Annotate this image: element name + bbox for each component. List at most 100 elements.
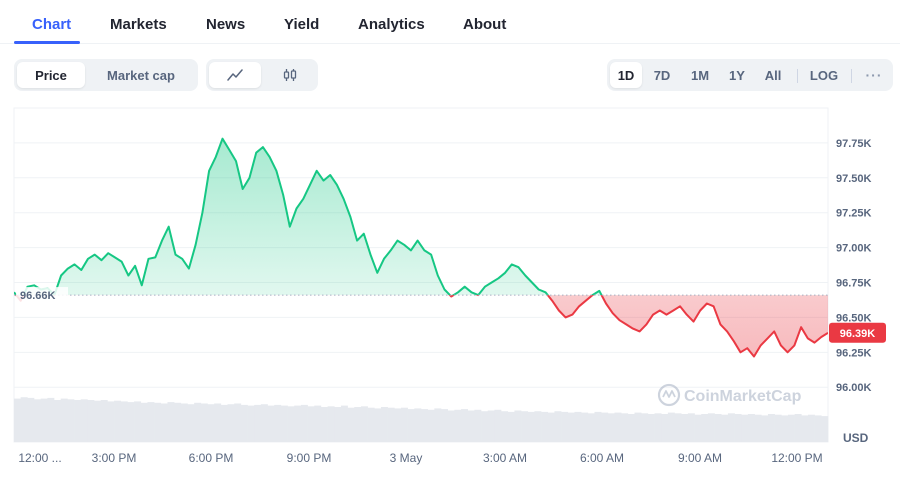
- volume-bar: [747, 414, 755, 442]
- y-tick-label: 96.00K: [836, 382, 872, 394]
- chart-style-toggle: [206, 59, 318, 91]
- tab-markets[interactable]: Markets: [110, 16, 167, 33]
- volume-bar: [447, 410, 455, 442]
- volume-bar: [494, 409, 502, 442]
- line-chart-icon: [227, 69, 243, 81]
- volume-bar: [167, 402, 175, 442]
- volume-bar: [94, 400, 102, 442]
- volume-bar: [781, 415, 789, 442]
- volume-bar: [454, 409, 462, 442]
- x-tick-label: 3 May: [390, 451, 423, 465]
- y-tick-label: 97.00K: [836, 243, 872, 255]
- volume-bar: [707, 413, 715, 442]
- volume-bar: [360, 406, 368, 442]
- range-separator: [851, 69, 852, 83]
- volume-bar: [247, 405, 255, 442]
- more-options-icon: ···: [865, 67, 883, 83]
- volume-bar: [767, 414, 775, 442]
- volume-bar: [180, 403, 188, 442]
- market-cap-toggle-button[interactable]: Market cap: [107, 67, 175, 83]
- volume-bar: [507, 411, 515, 442]
- volume-bar: [567, 412, 575, 442]
- volume-bar: [127, 402, 135, 442]
- area-layer: [14, 138, 828, 357]
- volume-bar: [387, 407, 395, 442]
- volume-bar: [561, 411, 569, 442]
- x-tick-label: 6:00 AM: [580, 451, 624, 465]
- tab-yield[interactable]: Yield: [284, 16, 320, 33]
- x-tick-label: 9:00 PM: [287, 451, 332, 465]
- volume-bar: [27, 397, 35, 442]
- y-axis-unit-label: USD: [843, 431, 869, 445]
- price-line-down: [14, 295, 828, 358]
- volume-bar: [527, 411, 535, 442]
- volume-bar: [701, 414, 709, 442]
- volume-bar: [140, 402, 148, 442]
- candlestick-chart-button[interactable]: [264, 62, 315, 88]
- volume-bar: [54, 400, 62, 442]
- volume-bar: [234, 403, 242, 442]
- volume-bar: [74, 400, 82, 442]
- volume-bar: [67, 399, 75, 442]
- metric-toggle: Price Market cap: [14, 59, 198, 91]
- x-tick-label: 12:00 ...: [18, 451, 61, 465]
- coinmarketcap-watermark: CoinMarketCap: [657, 383, 802, 407]
- volume-bar: [501, 411, 509, 442]
- more-options-button[interactable]: ···: [858, 62, 890, 88]
- volume-bar: [274, 404, 282, 442]
- volume-bar: [394, 408, 402, 442]
- volume-bar: [727, 413, 735, 442]
- range-1m-button[interactable]: 1M: [690, 67, 710, 83]
- tab-chart[interactable]: Chart: [32, 16, 72, 33]
- range-1y-button[interactable]: 1Y: [729, 67, 745, 83]
- volume-bar: [147, 402, 155, 442]
- price-chart-svg: CoinMarketCap 96.66K 97.75K97.50K97.25K9…: [13, 107, 886, 465]
- volume-bar: [481, 411, 489, 442]
- price-toggle-button[interactable]: Price: [17, 62, 85, 88]
- tab-news[interactable]: News: [206, 16, 246, 33]
- volume-bar: [20, 397, 28, 442]
- grid-layer: [14, 142, 828, 388]
- price-chart[interactable]: CoinMarketCap 96.66K 97.75K 97.50K 97.25K 9…: [0, 100, 900, 500]
- volume-bar: [240, 404, 248, 442]
- y-tick-label: 96.25K: [836, 347, 872, 359]
- volume-bar: [354, 407, 362, 442]
- volume-bar: [614, 412, 622, 442]
- volume-bar: [601, 412, 609, 442]
- volume-bar: [120, 401, 128, 442]
- volume-bar: [87, 400, 95, 442]
- volume-bar: [347, 407, 355, 442]
- volume-bar: [40, 398, 48, 442]
- baseline-price-label: 96.66K: [20, 290, 56, 302]
- volume-layer: [14, 397, 829, 442]
- volume-bar: [761, 415, 769, 442]
- volume-bar: [474, 409, 482, 442]
- volume-bar: [487, 410, 495, 442]
- range-separator: [797, 69, 798, 83]
- tab-about[interactable]: About: [463, 16, 507, 33]
- range-all-button[interactable]: All: [764, 67, 782, 83]
- log-scale-button[interactable]: LOG: [809, 67, 839, 83]
- volume-bar: [214, 403, 222, 442]
- y-tick-label: 96.75K: [836, 278, 872, 290]
- volume-bar: [100, 400, 108, 442]
- volume-bar: [534, 411, 542, 442]
- range-7d-button[interactable]: 7D: [653, 67, 671, 83]
- volume-bar: [220, 404, 228, 442]
- line-chart-button[interactable]: [209, 62, 261, 88]
- volume-bar: [374, 408, 382, 442]
- volume-bar: [574, 411, 582, 442]
- volume-bar: [514, 410, 522, 442]
- range-1d-button[interactable]: 1D: [610, 62, 642, 88]
- volume-bar: [194, 402, 202, 442]
- volume-bar: [307, 406, 315, 442]
- volume-bar: [380, 407, 388, 442]
- volume-bar: [641, 413, 649, 442]
- tab-analytics[interactable]: Analytics: [358, 16, 425, 33]
- volume-bar: [607, 413, 615, 442]
- volume-bar: [581, 412, 589, 442]
- volume-bar: [814, 415, 822, 442]
- volume-bar: [154, 402, 162, 442]
- volume-bar: [174, 402, 182, 442]
- volume-bar: [441, 409, 448, 442]
